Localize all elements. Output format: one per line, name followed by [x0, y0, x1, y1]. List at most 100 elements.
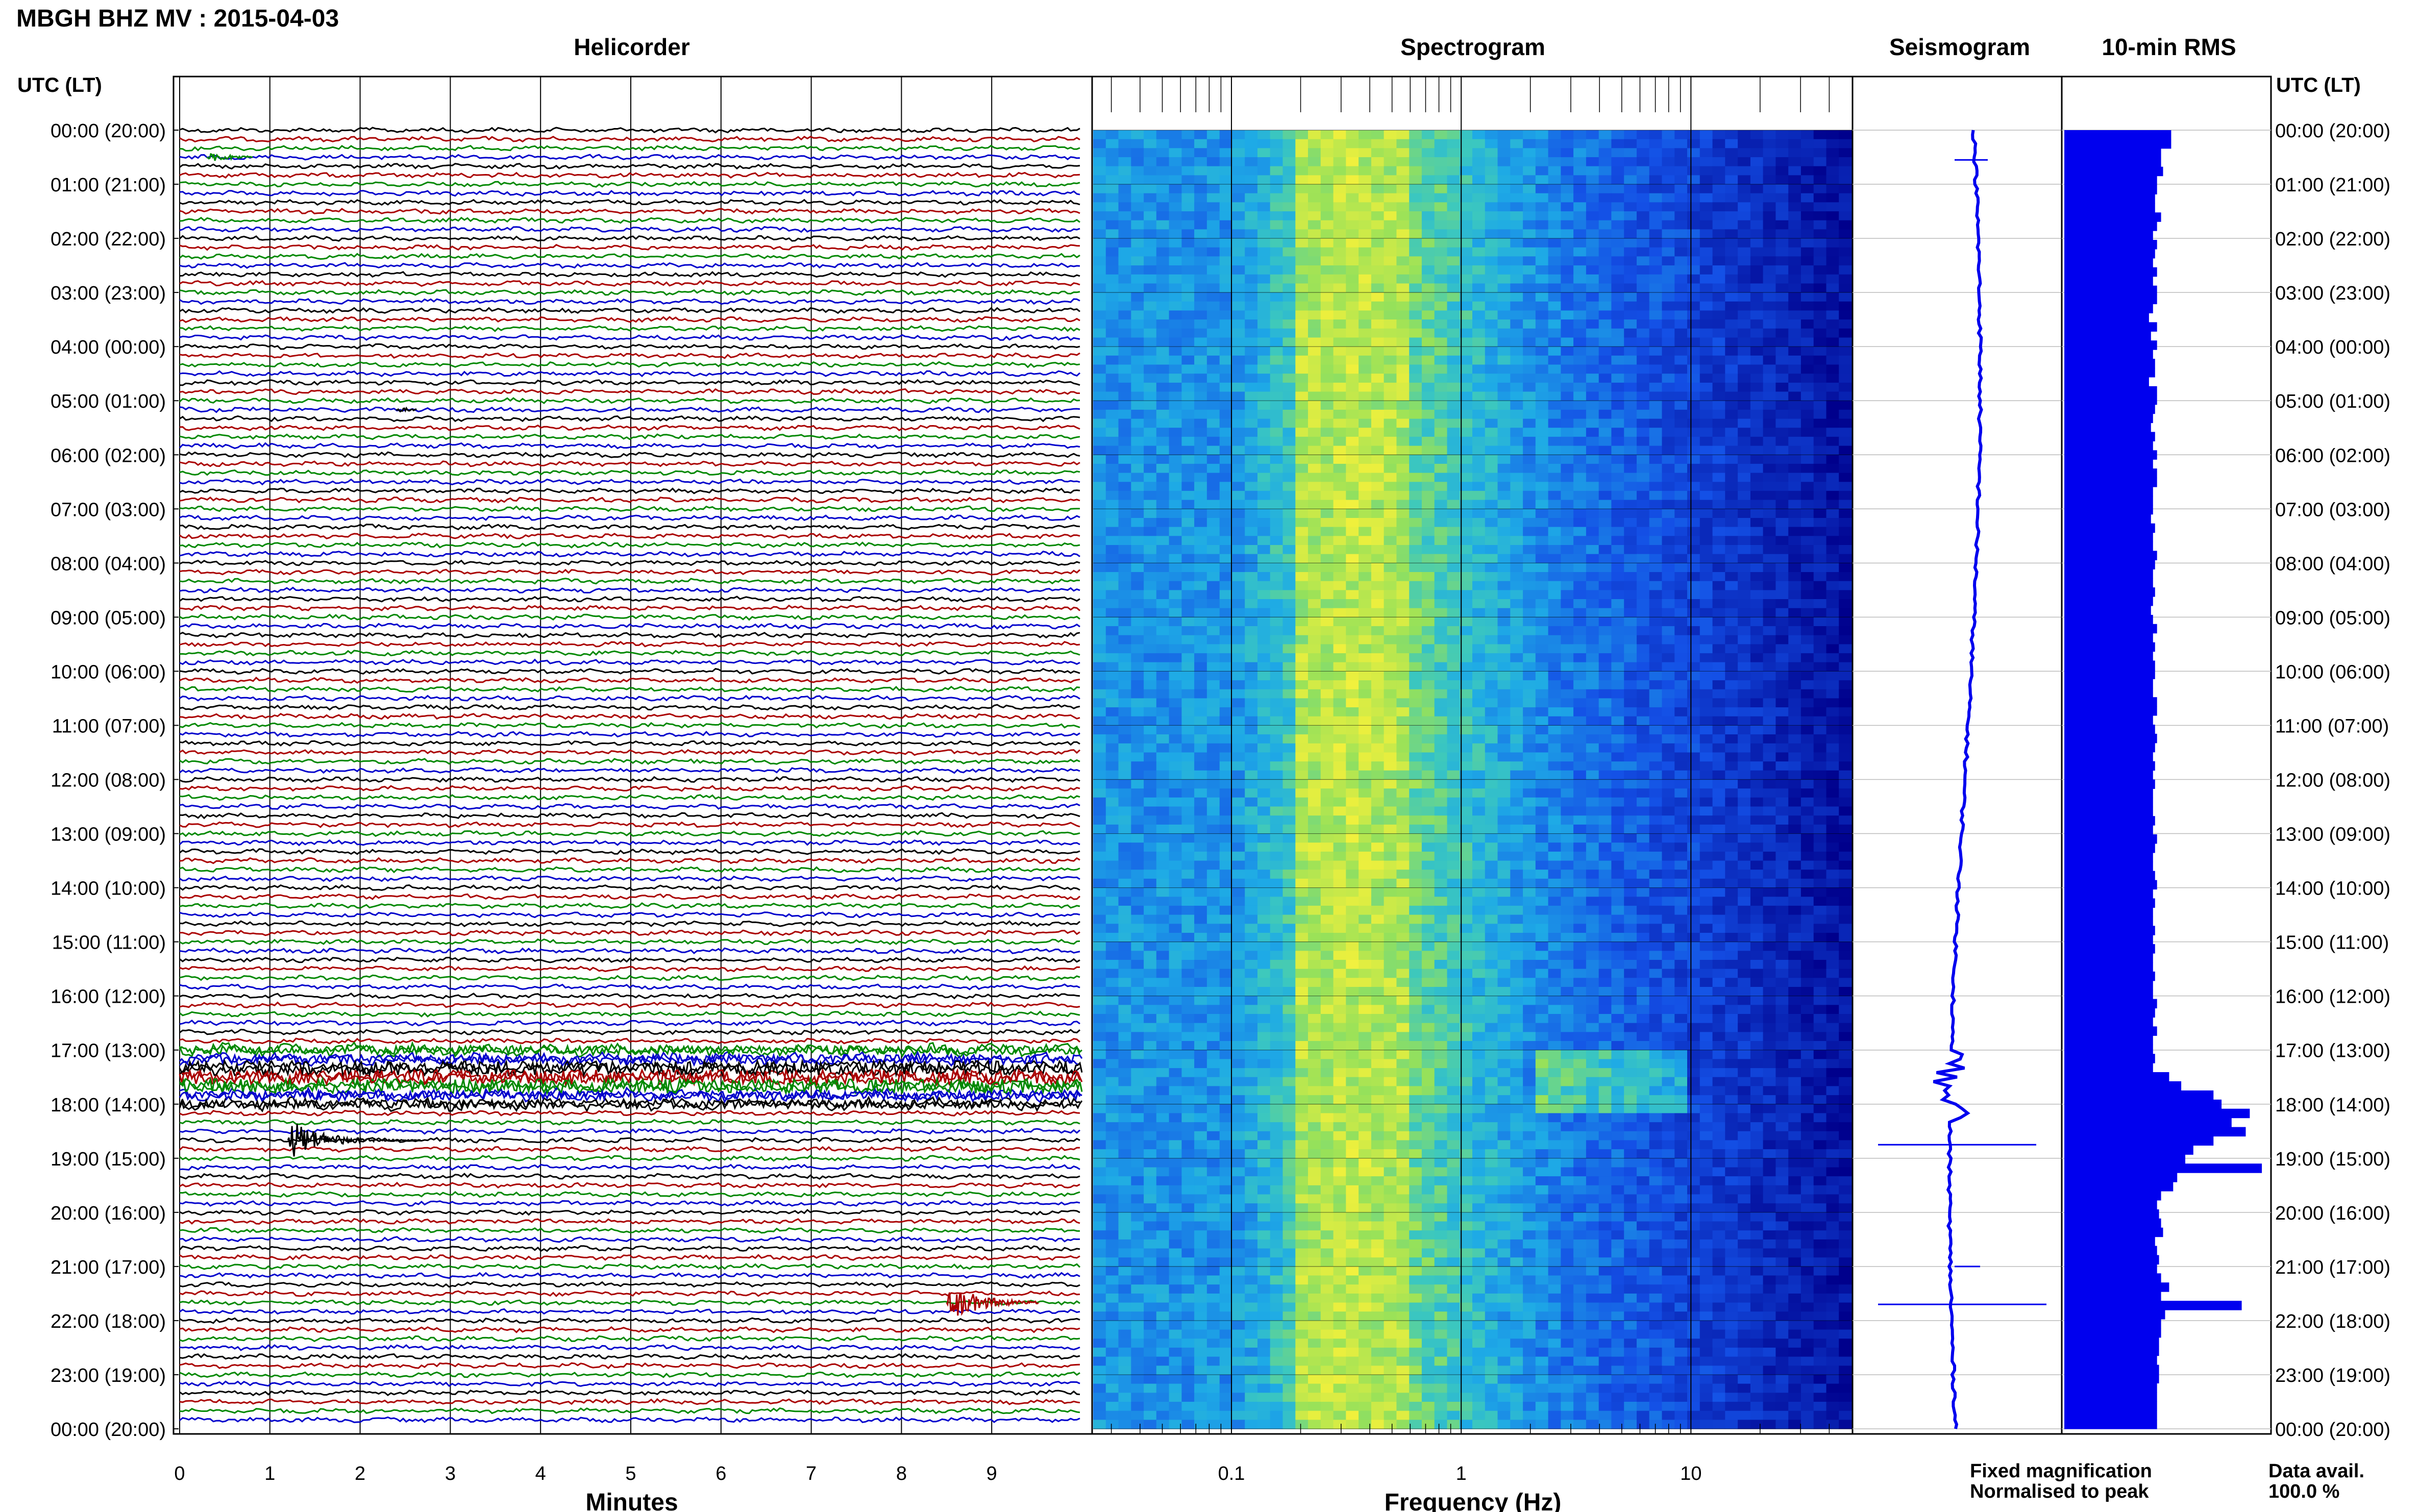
spectrogram-cell — [1573, 761, 1587, 771]
spectrogram-cell — [1371, 797, 1385, 807]
spectrogram-cell — [1674, 364, 1688, 374]
spectrogram-cell — [1333, 518, 1346, 528]
spectrogram-cell — [1611, 455, 1624, 464]
spectrogram-cell — [1206, 130, 1220, 140]
spectrogram-cell — [1156, 590, 1170, 600]
spectrogram-cell — [1371, 554, 1385, 563]
spectrogram-cell — [1510, 455, 1523, 464]
spectrogram-cell — [1232, 518, 1245, 528]
spectrogram-cell — [1738, 490, 1751, 501]
spectrogram-cell — [1662, 518, 1675, 528]
spectrogram-cell — [1750, 202, 1764, 212]
spectrogram-cell — [1662, 283, 1675, 293]
spectrogram-cell — [1497, 725, 1511, 735]
spectrogram-cell — [1409, 301, 1422, 311]
spectrogram-cell — [1232, 490, 1245, 501]
spectrogram-cell — [1447, 527, 1460, 536]
spectrogram-cell — [1333, 247, 1346, 257]
spectrogram-cell — [1637, 401, 1650, 410]
spectrogram-cell — [1662, 130, 1675, 140]
spectrogram-cell — [1308, 310, 1321, 320]
spectrogram-cell — [1421, 833, 1435, 843]
spectrogram-cell — [1712, 374, 1725, 383]
spectrogram-cell — [1295, 752, 1309, 762]
spectrogram-cell — [1131, 409, 1144, 419]
spectrogram-cell — [1460, 689, 1473, 699]
spectrogram-cell — [1156, 572, 1170, 582]
spectrogram-cell — [1788, 509, 1801, 518]
spectrogram-cell — [1384, 391, 1397, 401]
spectrogram-cell — [1586, 554, 1599, 563]
spectrogram-cell — [1093, 554, 1106, 563]
spectrogram-cell — [1813, 617, 1827, 627]
spectrogram-cell — [1232, 770, 1245, 780]
spectrogram-cell — [1548, 374, 1561, 383]
spectrogram-cell — [1396, 482, 1410, 491]
spectrogram-cell — [1586, 364, 1599, 374]
spectrogram-cell — [1245, 355, 1258, 365]
spectrogram-cell — [1194, 743, 1207, 753]
spectrogram-cell — [1624, 716, 1637, 726]
spectrogram-cell — [1144, 337, 1157, 347]
spectrogram-cell — [1093, 842, 1106, 852]
spectrogram-cell — [1611, 725, 1624, 735]
spectrogram-cell — [1813, 319, 1827, 329]
spectrogram-cell — [1371, 734, 1385, 744]
spectrogram-cell — [1118, 581, 1131, 590]
spectrogram-cell — [1775, 166, 1789, 176]
spectrogram-cell — [1384, 401, 1397, 410]
spectrogram-cell — [1396, 328, 1410, 338]
spectrogram-cell — [1637, 743, 1650, 753]
spectrogram-cell — [1118, 220, 1131, 230]
spectrogram-cell — [1674, 536, 1688, 546]
spectrogram-cell — [1485, 409, 1498, 419]
spectrogram-cell — [1510, 707, 1523, 717]
spectrogram-cell — [1763, 409, 1776, 419]
spectrogram-cell — [1295, 374, 1309, 383]
spectrogram-cell — [1131, 175, 1144, 185]
spectrogram-cell — [1384, 563, 1397, 573]
spectrogram-cell — [1144, 671, 1157, 681]
spectrogram-cell — [1775, 509, 1789, 518]
spectrogram-cell — [1219, 806, 1233, 816]
spectrogram-cell — [1573, 518, 1587, 528]
spectrogram-cell — [1800, 500, 1814, 509]
spectrogram-cell — [1421, 797, 1435, 807]
spectrogram-cell — [1105, 328, 1119, 338]
spectrogram-cell — [1763, 283, 1776, 293]
spectrogram-cell — [1649, 797, 1663, 807]
spectrogram-cell — [1093, 175, 1106, 185]
spectrogram-cell — [1472, 292, 1486, 302]
spectrogram-cell — [1624, 626, 1637, 636]
spectrogram-cell — [1788, 500, 1801, 509]
spectrogram-cell — [1181, 554, 1195, 563]
spectrogram-cell — [1409, 148, 1422, 158]
spectrogram-cell — [1295, 409, 1309, 419]
spectrogram-cell — [1434, 428, 1448, 437]
spectrogram-cell — [1839, 581, 1852, 590]
spectrogram-cell — [1763, 166, 1776, 176]
spectrogram-cell — [1245, 364, 1258, 374]
spectrogram-cell — [1611, 671, 1624, 681]
spectrogram-cell — [1637, 391, 1650, 401]
helicorder-trace — [179, 704, 1080, 711]
spectrogram-panel — [1091, 76, 1854, 1435]
spectrogram-cell — [1346, 536, 1359, 546]
spectrogram-cell — [1662, 671, 1675, 681]
spectrogram-cell — [1763, 698, 1776, 708]
spectrogram-cell — [1687, 482, 1700, 491]
spectrogram-cell — [1573, 545, 1587, 555]
spectrogram-cell — [1181, 590, 1195, 600]
spectrogram-cell — [1548, 401, 1561, 410]
spectrogram-cell — [1535, 346, 1549, 356]
spectrogram-cell — [1775, 716, 1789, 726]
spectrogram-cell — [1118, 599, 1131, 609]
spectrogram-cell — [1637, 220, 1650, 230]
spectrogram-cell — [1181, 391, 1195, 401]
spectrogram-cell — [1144, 698, 1157, 708]
spectrogram-cell — [1624, 563, 1637, 573]
spectrogram-cell — [1131, 518, 1144, 528]
spectrogram-cell — [1826, 653, 1839, 663]
spectrogram-cell — [1485, 824, 1498, 834]
spectrogram-cell — [1421, 482, 1435, 491]
